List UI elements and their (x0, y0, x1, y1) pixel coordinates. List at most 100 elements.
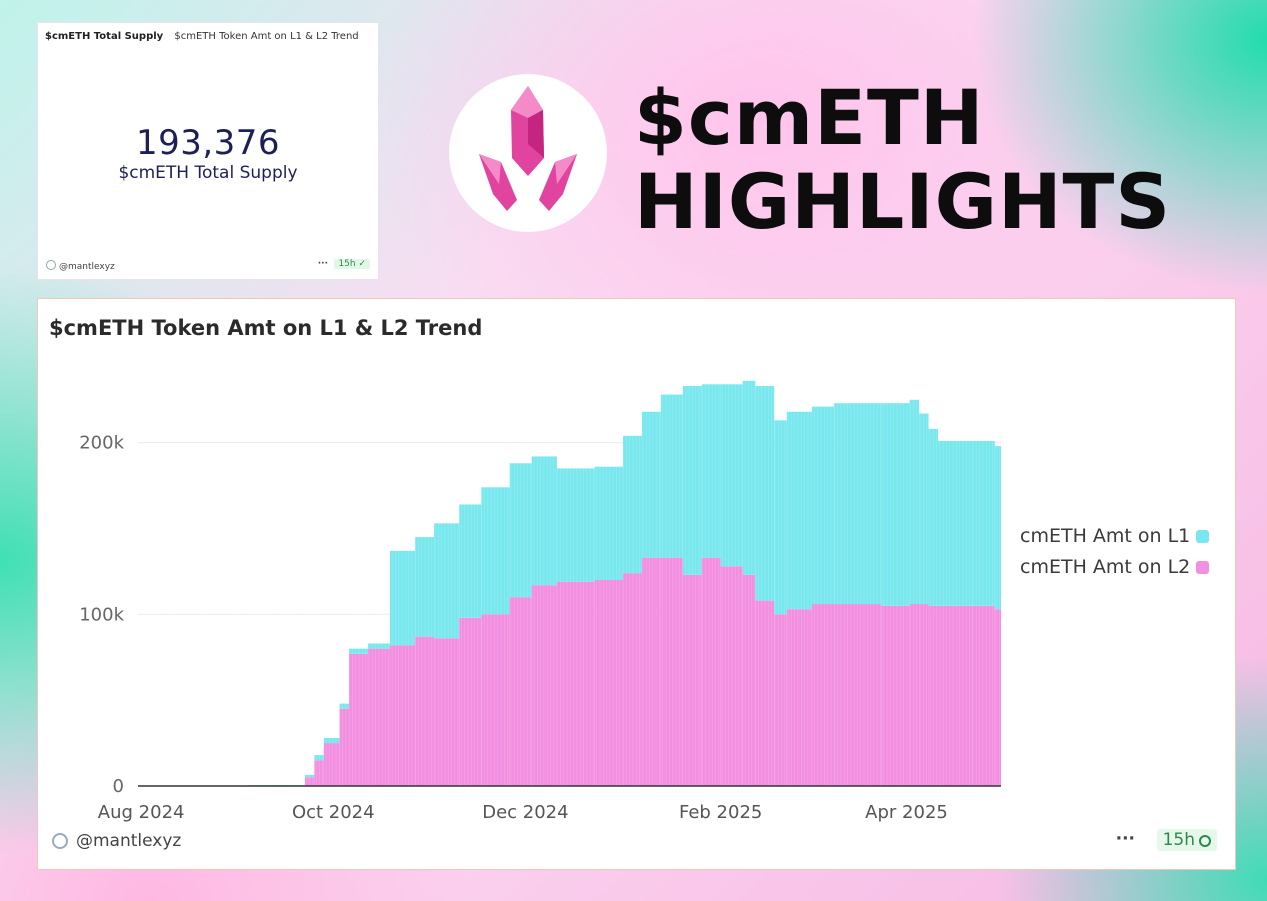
cmeth-logo (449, 74, 607, 232)
legend-item-l1[interactable]: cmETH Amt on L1 (1020, 521, 1210, 552)
y-tick-label: 200k (79, 433, 124, 454)
bar-l2 (641, 557, 661, 786)
x-tick-label: Apr 2025 (865, 802, 948, 823)
bar-l1 (323, 737, 340, 744)
bar-l2 (314, 760, 324, 786)
chart-refresh-badge[interactable]: 15h (1156, 829, 1217, 851)
bar-l1 (594, 466, 624, 580)
bar-l1 (701, 384, 721, 558)
bar-l2 (304, 777, 315, 786)
bar-l2 (434, 638, 460, 786)
crystal-logo-icon (479, 86, 577, 211)
crystal-right-facet-icon (555, 154, 577, 184)
legend-swatch-l1 (1196, 530, 1210, 543)
bar-l1 (881, 403, 910, 606)
supply-label: $cmETH Total Supply (118, 163, 298, 183)
bar-l1 (938, 440, 973, 606)
bar-l1 (834, 403, 882, 605)
headline-line1: $cmETH (634, 73, 985, 162)
bar-l2 (812, 604, 835, 786)
trend-chart: 0 100k 200k Aug 2024 Oct 2024 Dec 2024 Feb 202… (79, 374, 1001, 823)
chart-legend: cmETH Amt on L1 cmETH Amt on L2 (1020, 521, 1210, 583)
small-card-tabs: $cmETH Total Supply $cmETH Token Amt on … (45, 31, 359, 42)
bar-l2 (919, 604, 929, 786)
check-circle-icon (1199, 835, 1211, 847)
bar-l1 (774, 420, 787, 615)
y-tick-label: 0 (113, 776, 124, 797)
bar-l1 (556, 468, 595, 582)
x-tick-label: Feb 2025 (679, 802, 762, 823)
bar-l1 (367, 643, 390, 649)
y-tick-label: 100k (79, 604, 124, 625)
bar-l2 (389, 645, 416, 786)
bar-l2 (367, 648, 390, 786)
bar-l1 (481, 487, 510, 615)
crystal-left-facet-icon (479, 154, 501, 184)
bar-l1 (641, 411, 661, 558)
bar-l1 (389, 550, 416, 646)
bar-l2 (481, 614, 510, 786)
bar-l1 (349, 648, 368, 654)
bar-l2 (928, 605, 939, 786)
bar-l2 (323, 743, 340, 786)
dune-logo-icon (46, 260, 56, 270)
bar-l1 (339, 703, 350, 709)
legend-item-l2[interactable]: cmETH Amt on L2 (1020, 552, 1210, 583)
bar-l2 (881, 605, 910, 786)
bar-l1 (972, 440, 995, 606)
headline-line2: HIGHLIGHTS (634, 157, 1172, 246)
small-refresh-badge[interactable]: 15h ✓ (334, 259, 370, 269)
bar-l2 (509, 597, 532, 786)
small-brand-link[interactable]: @mantlexyz (46, 260, 115, 272)
bar-l1 (786, 411, 813, 610)
bar-l1 (304, 774, 315, 778)
bar-l1 (994, 446, 1001, 610)
supply-value: 193,376 (135, 123, 281, 163)
x-tick-label: Oct 2024 (292, 802, 375, 823)
bar-l2 (349, 653, 368, 786)
bar-l2 (755, 600, 775, 786)
bar-l2 (623, 573, 642, 786)
bar-l1 (660, 394, 683, 558)
crystal-side-facet-icon (528, 110, 544, 158)
trend-chart-card: $cmETH Token Amt on L1 & L2 Trend 0 100k 2… (37, 298, 1236, 870)
chart-more-button[interactable]: ··· (1115, 829, 1135, 849)
bar-l1 (509, 463, 532, 598)
small-more-button[interactable]: ··· (317, 259, 328, 269)
bar-l1 (755, 386, 775, 601)
bar-l2 (682, 574, 702, 786)
bar-l1 (314, 755, 324, 761)
bar-l2 (742, 574, 756, 786)
bar-l1 (531, 456, 557, 586)
bar-l1 (415, 537, 435, 637)
bar-l1 (623, 435, 642, 574)
bar-l1 (928, 428, 939, 606)
bar-l2 (909, 604, 920, 786)
tab-total-supply[interactable]: $cmETH Total Supply (45, 31, 164, 42)
x-tick-label: Dec 2024 (482, 802, 568, 823)
bar-l2 (339, 708, 350, 786)
bar-l2 (415, 636, 435, 786)
tab-token-trend[interactable]: $cmETH Token Amt on L1 & L2 Trend (174, 31, 359, 42)
bar-l1 (909, 399, 920, 605)
bar-l2 (994, 609, 1001, 786)
bar-l2 (938, 605, 973, 786)
bar-l1 (919, 413, 929, 605)
bar-l1 (434, 523, 460, 639)
total-supply-card: $cmETH Total Supply $cmETH Token Amt on … (37, 22, 379, 280)
bar-l2 (774, 614, 787, 786)
bar-l2 (660, 557, 683, 786)
bar-l2 (594, 580, 624, 786)
chart-brand-link[interactable]: @mantlexyz (52, 831, 181, 851)
chart-brand-text: @mantlexyz (76, 831, 182, 851)
small-brand-text: @mantlexyz (59, 262, 115, 272)
headline: $cmETH HIGHLIGHTS (634, 76, 1171, 244)
bar-l2 (834, 604, 882, 786)
small-refresh-text: 15h (338, 259, 356, 269)
bar-l1 (812, 406, 835, 605)
small-card-footer: @mantlexyz ··· 15h ✓ (46, 259, 370, 273)
bar-l2 (701, 557, 721, 786)
bar-l1 (459, 504, 482, 618)
chart-title: $cmETH Token Amt on L1 & L2 Trend (49, 316, 483, 340)
chart-footer: @mantlexyz ··· 15h (52, 829, 1217, 855)
